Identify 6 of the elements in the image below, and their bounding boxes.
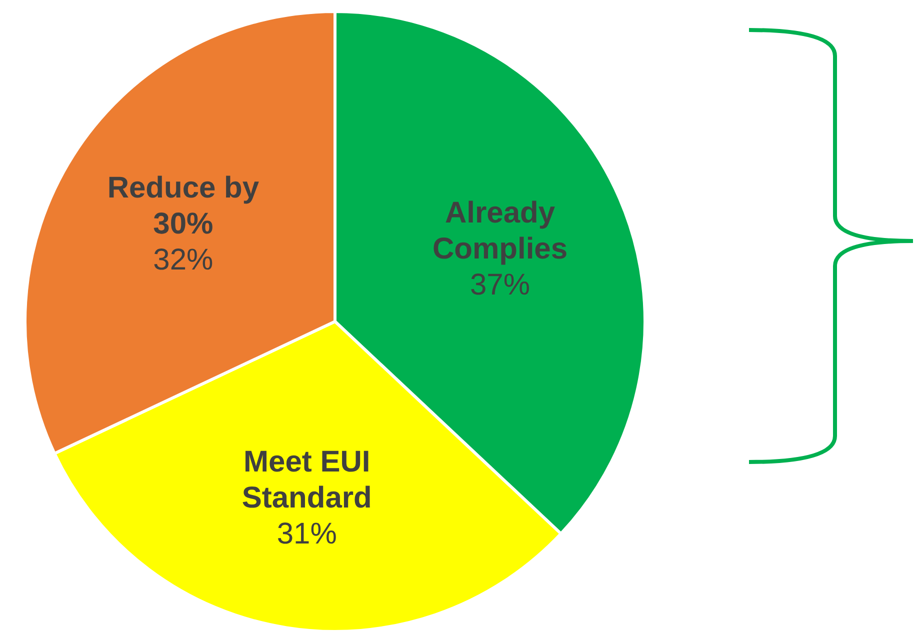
slice-label: Reduce by 30%	[107, 171, 260, 240]
slice-label: Meet EUI Standard	[242, 445, 372, 514]
data-label: 31%	[276, 517, 337, 550]
data-label: 37%	[470, 268, 530, 302]
data-label: 32%	[153, 243, 214, 276]
slice-label: Already Complies	[432, 196, 568, 266]
